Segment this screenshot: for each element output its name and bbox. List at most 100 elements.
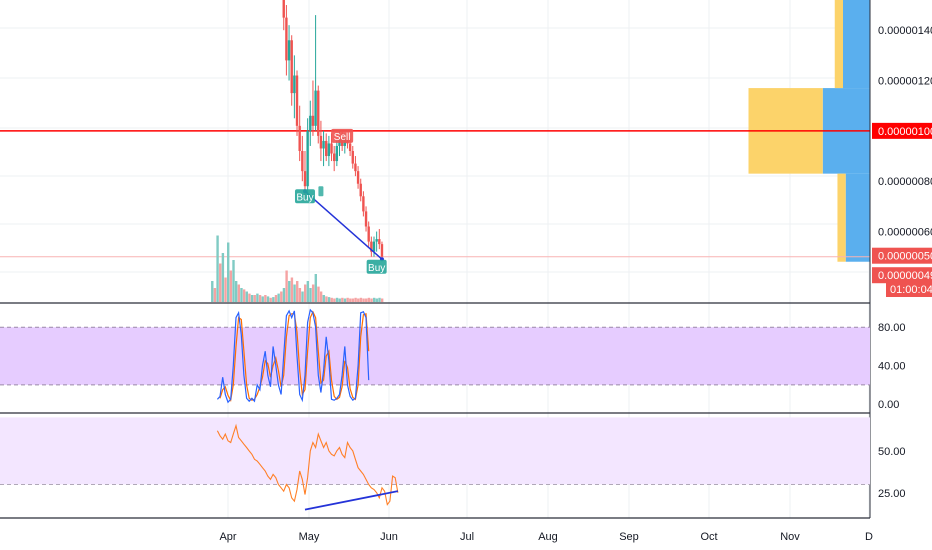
candle-body xyxy=(298,125,301,151)
volume-bar xyxy=(237,284,241,302)
volume-bar xyxy=(341,297,344,302)
volume-bars xyxy=(211,235,384,302)
candle-body xyxy=(309,115,312,131)
volume-bar xyxy=(242,289,246,302)
volume-bar xyxy=(365,298,368,302)
candle-body xyxy=(335,145,339,162)
x-tick-label: Jul xyxy=(460,531,474,543)
price-tick-label: 0.00000060 xyxy=(878,227,932,239)
volume-bar xyxy=(293,284,296,302)
volume-bar xyxy=(301,291,304,302)
signal-buy-2: Buy xyxy=(366,259,387,274)
volume-bar xyxy=(354,297,357,302)
current-price-tag-bg xyxy=(872,247,932,264)
rsi-line xyxy=(216,423,399,506)
volume-bar xyxy=(357,298,360,302)
timer-label: 01:00:04 xyxy=(890,284,932,296)
volume-bar xyxy=(351,298,355,302)
profile-yellow-1 xyxy=(834,0,843,89)
volume-bar xyxy=(373,297,376,302)
candle-body xyxy=(301,151,304,172)
stoch-band xyxy=(0,327,870,385)
resistance-price-tag-bg xyxy=(872,122,932,139)
x-tick-label: Apr xyxy=(219,531,236,543)
x-tick-label: D xyxy=(865,531,873,543)
volume-bar xyxy=(319,291,323,302)
volume-bar xyxy=(298,288,302,302)
x-tick-label: Nov xyxy=(780,531,800,543)
volume-bar xyxy=(253,295,256,302)
volume-bar xyxy=(346,297,349,302)
volume-bar xyxy=(317,286,320,302)
volume-bar xyxy=(264,295,267,302)
signal-buy-0: Buy xyxy=(294,189,315,204)
candle-body xyxy=(370,241,373,252)
candle-body xyxy=(378,239,381,245)
candle-body xyxy=(351,151,354,164)
secondary-price-tag-bg xyxy=(872,267,932,284)
profile-yellow-2 xyxy=(837,173,846,262)
candle-body xyxy=(348,143,352,151)
current-price-tag: 0.00000050 xyxy=(878,251,932,263)
volume-bar xyxy=(306,281,310,302)
x-tick-label: Aug xyxy=(538,531,558,543)
signal-label: Buy xyxy=(296,192,313,203)
x-tick-label: Jun xyxy=(380,531,398,543)
candle-body xyxy=(356,171,360,184)
volume-bar xyxy=(335,297,339,302)
volume-bar xyxy=(277,293,280,302)
volume-bar xyxy=(322,295,325,302)
rsi-trendline xyxy=(304,490,399,511)
candle-body xyxy=(380,244,384,257)
volume-bar xyxy=(370,298,373,302)
volume-bar xyxy=(216,235,219,302)
candle-body xyxy=(354,163,357,172)
volume-bar xyxy=(311,284,315,302)
volume-bar xyxy=(211,281,214,302)
price-trendline xyxy=(304,190,383,260)
volume-bar xyxy=(333,298,336,302)
signal-badge xyxy=(331,128,354,143)
grid-lines xyxy=(0,0,870,518)
volume-bar xyxy=(296,281,299,302)
candle-body xyxy=(295,75,299,126)
candle-body xyxy=(290,40,293,94)
volume-bar xyxy=(375,298,379,302)
candle-body xyxy=(362,196,365,212)
candle-body xyxy=(287,40,291,61)
stoch-tick-label: 0.00 xyxy=(878,399,899,411)
volume-bar xyxy=(261,296,264,302)
signal-label: Sell xyxy=(334,132,351,143)
volume-bar xyxy=(280,291,283,302)
volume-bar xyxy=(380,298,384,302)
price-tick-label: 0.00000080 xyxy=(878,176,932,188)
volume-bar xyxy=(250,295,254,302)
timer-bg xyxy=(886,281,932,297)
stoch-tick-label: 80.00 xyxy=(878,322,906,334)
candle-body xyxy=(322,140,325,149)
stoch-k-line xyxy=(216,308,370,404)
candle-body xyxy=(372,241,376,252)
volume-bar xyxy=(274,295,278,302)
candle-body xyxy=(306,130,309,187)
candle-body xyxy=(311,115,315,126)
price-tick-label: 0.00000120 xyxy=(878,76,932,88)
volume-bar xyxy=(269,297,272,302)
volume-bar xyxy=(258,295,262,302)
volume-bar xyxy=(229,270,233,302)
volume-bar xyxy=(266,296,270,302)
volume-bar xyxy=(272,297,275,302)
candle-body xyxy=(332,153,336,162)
candle-body xyxy=(367,226,370,242)
secondary-price-tag: 0.00000049 xyxy=(878,270,932,282)
candle-body xyxy=(282,0,285,18)
volume-bar xyxy=(349,298,352,302)
stoch-tick-label: 40.00 xyxy=(878,361,906,373)
rsi-tick-label: 25.00 xyxy=(878,488,906,500)
volume-bar xyxy=(221,253,225,302)
candle-body xyxy=(285,17,288,61)
signal-badge xyxy=(294,189,315,204)
candle-body xyxy=(319,135,323,149)
volume-bar xyxy=(338,298,341,302)
